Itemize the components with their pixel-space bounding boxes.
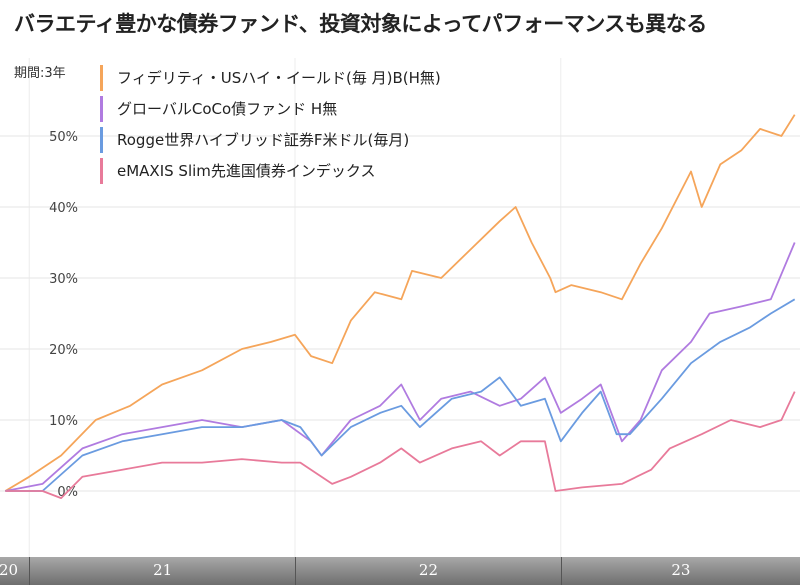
x-axis-bar: 20 21 22 23 [0, 557, 800, 585]
legend-swatch [100, 126, 103, 153]
legend-swatch [100, 157, 103, 184]
legend-label: フィデリティ・USハイ・イールド(毎 月)B(H無) [117, 69, 441, 87]
x-tick-label: 21 [153, 561, 173, 579]
series-line-4 [5, 391, 796, 499]
x-tick-label: 20 [0, 561, 19, 579]
y-tick-label: 30% [49, 272, 78, 287]
y-tick-label: 50% [49, 130, 78, 145]
legend: フィデリティ・USハイ・イールド(毎 月)B(H無) グローバルCoCo債ファンド… [100, 62, 441, 186]
legend-swatch [100, 64, 103, 91]
legend-item: グローバルCoCo債ファンド H無 [100, 93, 441, 124]
x-tick-label: 22 [418, 561, 438, 579]
legend-label: Rogge世界ハイブリッド証券F米ドル(毎月) [117, 131, 410, 149]
x-tick-label: 23 [671, 561, 691, 579]
y-tick-label: 20% [49, 343, 78, 358]
x-axis-divider [29, 557, 31, 585]
x-axis-divider [560, 557, 562, 585]
period-label: 期間:3年 [14, 66, 66, 81]
series-line-2 [5, 242, 796, 492]
legend-label: eMAXIS Slim先進国債券インデックス [117, 162, 376, 180]
legend-item: フィデリティ・USハイ・イールド(毎 月)B(H無) [100, 62, 441, 93]
series-line-1 [4, 114, 796, 492]
series-line-3 [5, 298, 796, 492]
legend-item: eMAXIS Slim先進国債券インデックス [100, 155, 441, 186]
legend-item: Rogge世界ハイブリッド証券F米ドル(毎月) [100, 124, 441, 155]
legend-swatch [100, 95, 103, 122]
y-tick-label: 10% [49, 414, 78, 429]
y-tick-label: 40% [49, 201, 78, 216]
legend-label: グローバルCoCo債ファンド H無 [117, 100, 338, 118]
page-title: バラエティ豊かな債券ファンド、投資対象によってパフォーマンスも異なる [14, 12, 707, 36]
x-axis-divider [295, 557, 297, 585]
